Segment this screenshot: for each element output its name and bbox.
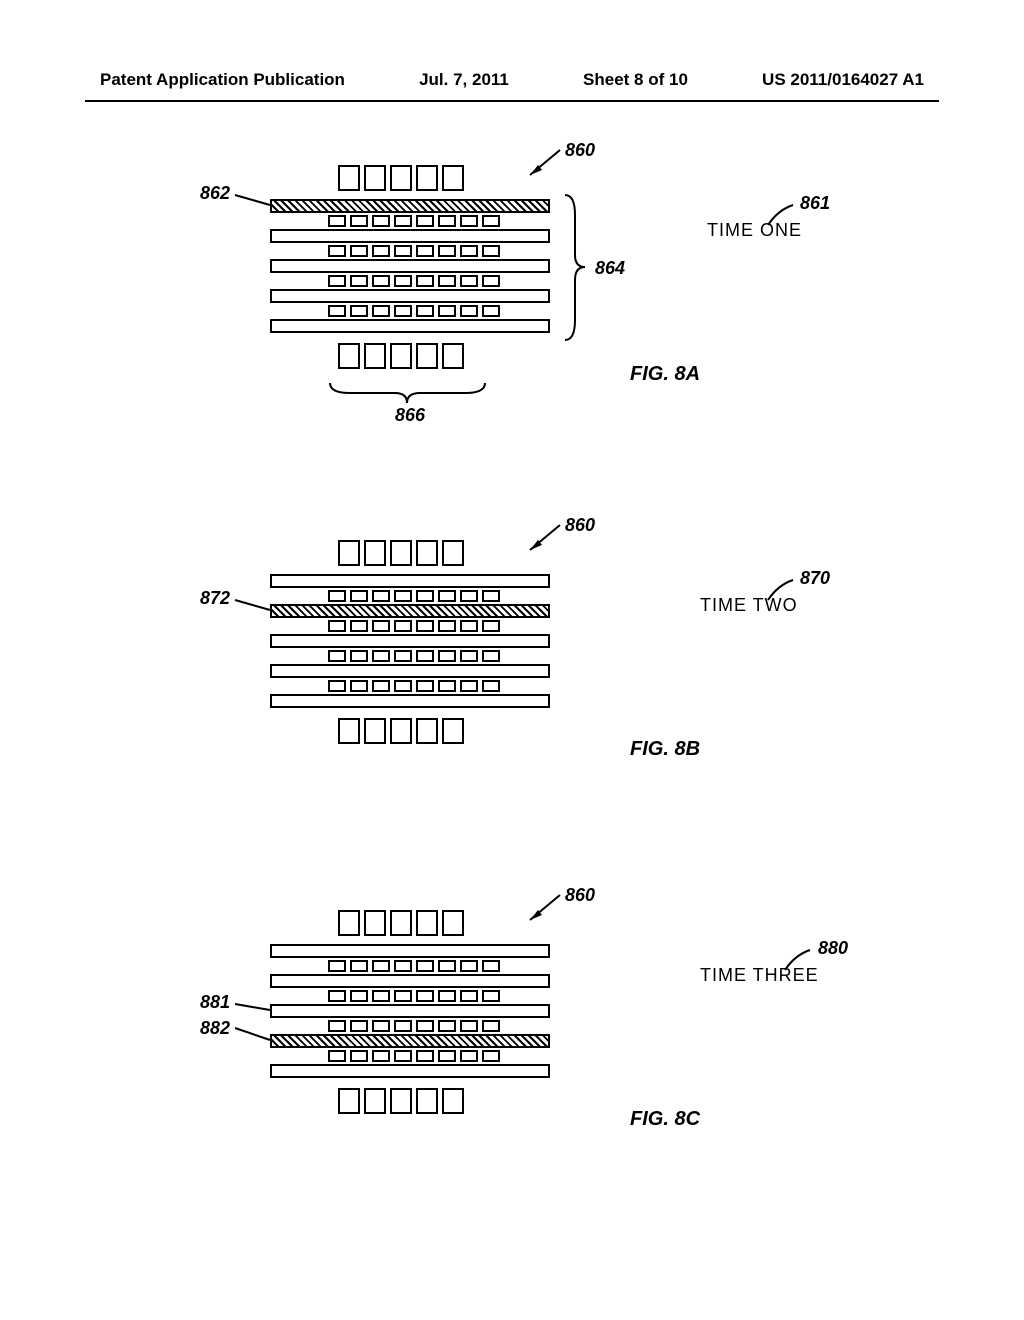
leader-862 — [235, 195, 275, 210]
time-one-label: TIME ONE — [707, 220, 802, 241]
brace-866 — [330, 378, 485, 403]
top-columns — [338, 165, 464, 191]
time-two-label: TIME TWO — [700, 595, 798, 616]
leader-872 — [235, 600, 275, 615]
row-2 — [270, 229, 550, 243]
row-b1 — [270, 574, 550, 588]
header-right: US 2011/0164027 A1 — [762, 70, 924, 90]
fig-8a-label: FIG. 8A — [630, 363, 700, 386]
row-b4 — [270, 664, 550, 678]
ref-866: 866 — [395, 405, 425, 426]
row-5 — [270, 319, 550, 333]
fig-8c-label: FIG. 8C — [630, 1108, 700, 1131]
ref-880: 880 — [818, 938, 848, 959]
bottom-columns-b — [338, 718, 464, 744]
top-columns-b — [338, 540, 464, 566]
top-columns-c — [338, 910, 464, 936]
bottom-columns — [338, 343, 464, 369]
ref-860: 860 — [565, 140, 595, 161]
leader-860-c — [520, 895, 570, 925]
row-c1 — [270, 944, 550, 958]
fig-8b-label: FIG. 8B — [630, 738, 700, 761]
row-862 — [270, 199, 550, 213]
leader-882 — [235, 1028, 275, 1043]
bottom-columns-c — [338, 1088, 464, 1114]
ref-862: 862 — [200, 183, 230, 204]
row-3 — [270, 259, 550, 273]
row-872 — [270, 604, 550, 618]
row-b5 — [270, 694, 550, 708]
row-c5 — [270, 1064, 550, 1078]
ref-860-c: 860 — [565, 885, 595, 906]
ref-872: 872 — [200, 588, 230, 609]
header-sheet: Sheet 8 of 10 — [583, 70, 688, 90]
row-881 — [270, 1004, 550, 1018]
row-882 — [270, 1034, 550, 1048]
header-center: Jul. 7, 2011 — [419, 70, 509, 90]
ref-860-b: 860 — [565, 515, 595, 536]
time-three-label: TIME THREE — [700, 965, 819, 986]
header-divider — [85, 100, 939, 102]
brace-864 — [560, 195, 590, 340]
ref-882: 882 — [200, 1018, 230, 1039]
ref-864: 864 — [595, 258, 625, 279]
page-header: Patent Application Publication Jul. 7, 2… — [0, 70, 1024, 90]
header-left: Patent Application Publication — [100, 70, 345, 90]
leader-860-b — [520, 525, 570, 555]
row-b3 — [270, 634, 550, 648]
row-c2 — [270, 974, 550, 988]
ref-870: 870 — [800, 568, 830, 589]
row-4 — [270, 289, 550, 303]
ref-881: 881 — [200, 992, 230, 1013]
leader-860 — [520, 150, 570, 180]
ref-861: 861 — [800, 193, 830, 214]
leader-881 — [235, 1002, 275, 1014]
